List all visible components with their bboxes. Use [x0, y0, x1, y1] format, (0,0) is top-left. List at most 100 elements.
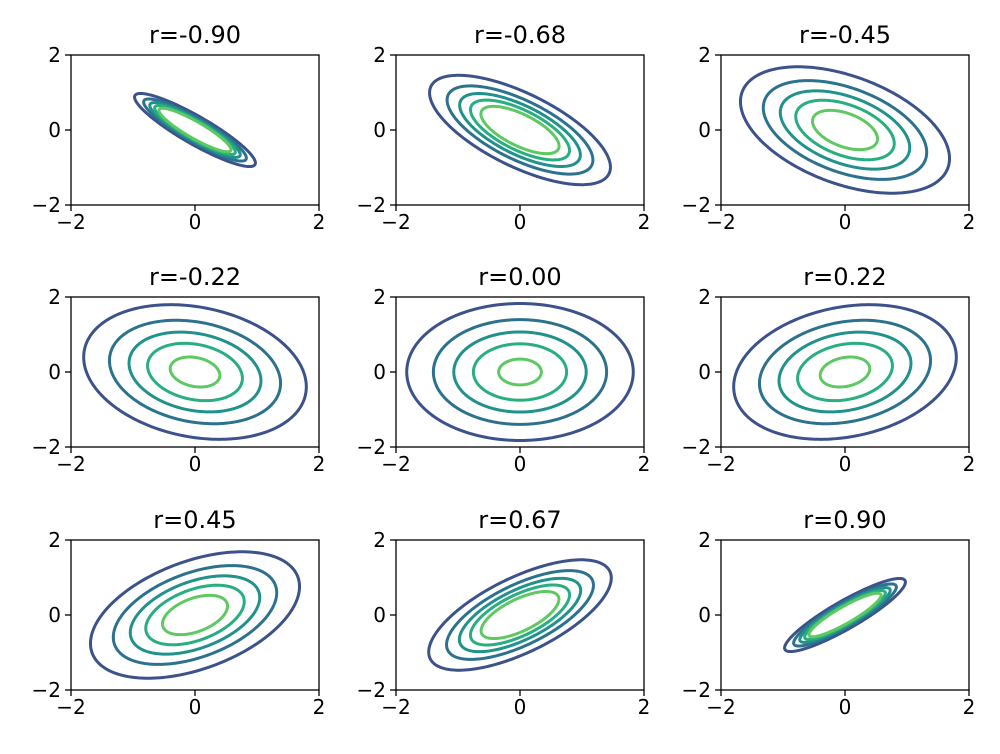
y-tick-label: 2: [698, 43, 711, 67]
y-tick-label: 0: [698, 603, 711, 627]
axes-frame: [70, 539, 320, 691]
contour-line: [405, 301, 635, 443]
subplot-9: −2 0 2 −2 0 2 r=0.90: [682, 506, 976, 719]
y-tick-label: 2: [373, 528, 386, 552]
contour-line: [778, 89, 912, 171]
subplot-title: r=0.45: [153, 506, 236, 534]
contour-line: [427, 558, 613, 672]
y-tick-label: −2: [682, 678, 711, 702]
subplot-2: −2 0 2 −2 0 2 r=-0.68: [357, 21, 651, 234]
x-tick-label: 0: [514, 452, 527, 476]
x-tick-label: −2: [56, 695, 85, 719]
contour-line: [497, 357, 543, 387]
contour-lines: [738, 65, 952, 195]
axes-frame: [395, 539, 645, 691]
axes-frame: [720, 54, 970, 206]
contour-line: [792, 582, 898, 648]
y-tick-label: 2: [373, 43, 386, 67]
subplot-8: −2 0 2 −2 0 2 r=0.67: [357, 506, 651, 719]
contour-lines: [133, 91, 257, 169]
x-tick-label: 0: [839, 695, 852, 719]
y-tick-label: 0: [373, 603, 386, 627]
contour-line: [471, 342, 569, 402]
contour-line: [810, 108, 880, 152]
y-tick-label: 0: [48, 360, 61, 384]
y-tick-label: 2: [48, 528, 61, 552]
contour-line: [452, 330, 588, 414]
contour-line: [445, 84, 595, 176]
x-tick-label: 2: [313, 210, 326, 234]
x-tick-label: 0: [189, 210, 202, 234]
subplot-title: r=-0.90: [149, 21, 241, 49]
contour-line: [128, 574, 262, 656]
subplot-title: r=-0.22: [149, 263, 241, 291]
contour-line: [111, 564, 279, 666]
x-tick-label: −2: [706, 452, 735, 476]
contour-line: [458, 92, 582, 168]
contour-line: [794, 98, 896, 162]
contour-line: [798, 586, 892, 644]
contour-lines: [82, 303, 308, 441]
x-tick-label: 2: [963, 695, 976, 719]
x-tick-label: −2: [56, 210, 85, 234]
x-tick-label: 2: [313, 695, 326, 719]
contour-line: [160, 593, 230, 637]
contour-line: [133, 91, 257, 169]
x-tick-label: 0: [514, 695, 527, 719]
contour-line: [82, 303, 308, 441]
x-tick-label: −2: [381, 695, 410, 719]
subplot-title: r=0.90: [803, 506, 886, 534]
y-tick-label: −2: [32, 678, 61, 702]
contour-line: [127, 330, 263, 414]
contour-lines: [732, 303, 958, 441]
subplot-title: r=0.00: [478, 263, 561, 291]
x-tick-label: −2: [381, 452, 410, 476]
subplot-title: r=0.67: [478, 506, 561, 534]
contour-line: [431, 318, 609, 426]
x-tick-label: 2: [638, 210, 651, 234]
contour-line: [479, 104, 561, 156]
y-tick-label: 2: [48, 43, 61, 67]
contour-line: [738, 65, 952, 195]
x-tick-label: −2: [381, 210, 410, 234]
subplot-4: −2 0 2 −2 0 2 r=-0.22: [32, 263, 326, 476]
y-tick-label: 2: [373, 285, 386, 309]
contour-lines: [427, 558, 613, 672]
contour-line: [777, 330, 913, 414]
y-tick-label: 0: [48, 603, 61, 627]
x-tick-label: −2: [706, 695, 735, 719]
y-tick-label: −2: [357, 435, 386, 459]
y-tick-label: −2: [32, 193, 61, 217]
x-tick-label: 0: [839, 452, 852, 476]
contour-line: [479, 589, 561, 641]
contour-line: [818, 355, 872, 389]
contour-line: [88, 550, 302, 680]
y-tick-label: 0: [373, 118, 386, 142]
contour-line: [457, 576, 583, 654]
contour-line: [146, 341, 244, 403]
y-tick-label: −2: [357, 678, 386, 702]
x-tick-label: 0: [839, 210, 852, 234]
contour-line: [761, 79, 929, 181]
y-tick-label: 2: [48, 285, 61, 309]
contour-line: [428, 73, 612, 187]
y-tick-label: −2: [682, 193, 711, 217]
x-tick-label: 2: [963, 452, 976, 476]
y-tick-label: 2: [698, 285, 711, 309]
axes-frame: [720, 539, 970, 691]
contour-line: [783, 576, 907, 654]
subplot-7: −2 0 2 −2 0 2 r=0.45: [32, 506, 326, 719]
contour-lines: [428, 73, 612, 187]
contour-line: [144, 583, 246, 647]
x-tick-label: 2: [313, 452, 326, 476]
x-tick-label: 0: [189, 452, 202, 476]
axes-frame: [70, 54, 320, 206]
x-tick-label: −2: [706, 210, 735, 234]
subplot-6: −2 0 2 −2 0 2 r=0.22: [682, 263, 976, 476]
contour-line: [807, 591, 883, 639]
y-tick-label: 0: [373, 360, 386, 384]
x-tick-label: 2: [638, 452, 651, 476]
y-tick-label: 2: [698, 528, 711, 552]
